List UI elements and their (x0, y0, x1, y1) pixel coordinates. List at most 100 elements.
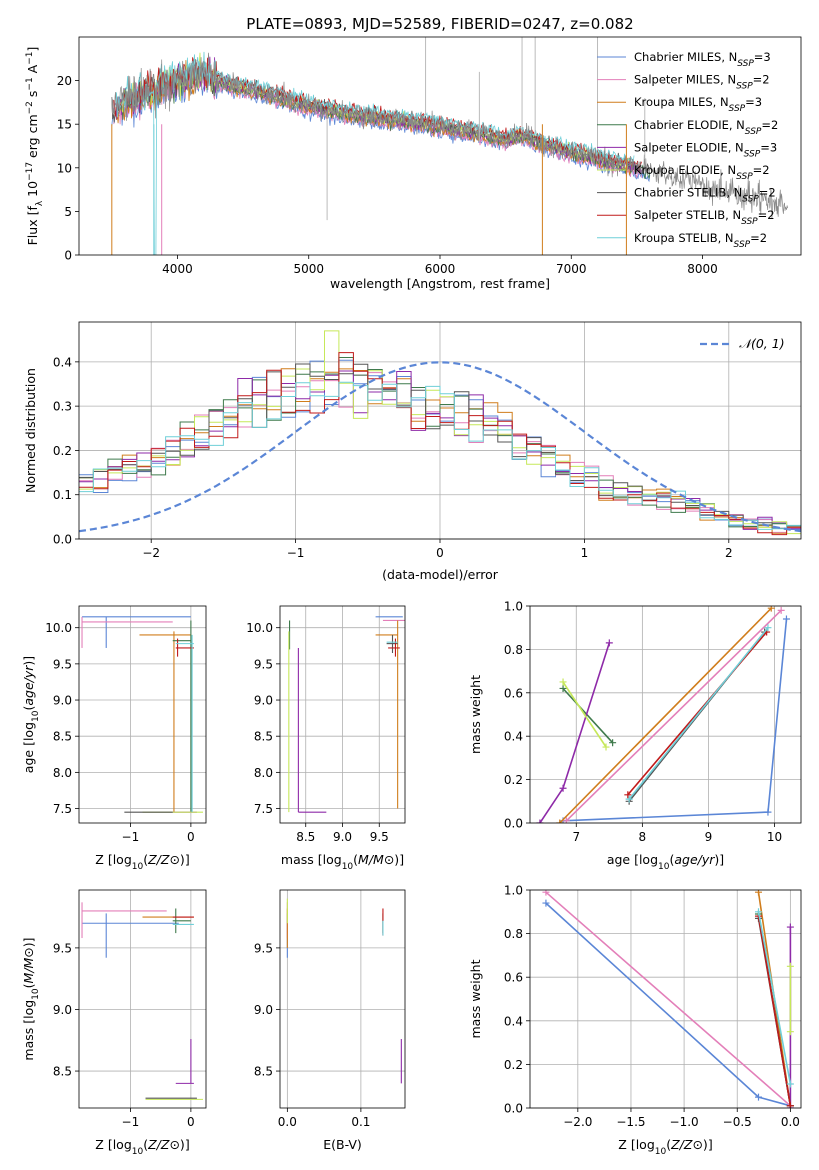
panel-residuals: −2 −1 0 1 2 0.0 0.1 0.2 0.3 0.4 𝒩(0, 1) (data-model… (23, 321, 802, 582)
panel-age_vs_Z: −1 07.58.08.59.09.510.0Z [log10(Z/Z⊙)]age… (21, 605, 207, 872)
axes-frame (279, 889, 406, 1109)
y-tick-label: 7.5 (53, 802, 72, 816)
weight-marker (542, 890, 550, 896)
x-tick-label: 7000 (556, 262, 587, 276)
x-axis-label: Z [log10(Z/Z⊙)] (618, 1137, 712, 1157)
x-tick-label: 4000 (162, 262, 193, 276)
label-part: λ (35, 200, 45, 206)
label-part: −2 (25, 101, 35, 114)
weight-marker (542, 899, 550, 907)
y-tick-label: 10 (57, 161, 72, 175)
panel-spectrum: 4000 5000 6000 7000 8000 0 5 10 15 20 wavelength [… (25, 36, 802, 291)
plot-area-mass_vs_ebv (286, 898, 402, 1084)
weight-marker (602, 743, 610, 751)
x-axis-label: E(B-V) (323, 1137, 362, 1152)
label-part: ) (180, 852, 185, 867)
label-part: wavelength [Angstrom, rest frame] (330, 276, 550, 291)
label-part: log (21, 1000, 36, 1019)
label-part: s (25, 91, 40, 102)
x-tick-label: 0 (187, 830, 195, 844)
y-tick-label: 0.4 (504, 730, 523, 744)
label-part: 10 (658, 862, 670, 872)
label-part: ( (669, 852, 674, 867)
label-part: ) (714, 852, 719, 867)
label-part: ] (21, 937, 36, 942)
axes-frame (78, 605, 207, 824)
label-part: 10 (132, 862, 144, 872)
y-tick-label: 0.2 (53, 444, 72, 458)
label-part: =3 (745, 95, 762, 109)
plot-area-residuals (79, 330, 801, 536)
y-tick-label: 0.0 (504, 817, 523, 831)
y-tick-label: 10.0 (246, 621, 273, 635)
weight-line (757, 916, 792, 1106)
label-part: SSP (737, 59, 754, 69)
x-tick-label: −1 (287, 546, 305, 560)
panel-mass_vs_ebv: 0.0 0.1 8.5 9.0 9.5 E(B-V) (254, 889, 406, 1152)
axes-frame (279, 605, 406, 824)
label-part: =2 (750, 231, 767, 245)
weight-line (628, 627, 769, 800)
weight-line (562, 687, 614, 744)
y-tick-label: 8.0 (254, 766, 273, 780)
weight-marker (777, 606, 785, 614)
normal-curve (79, 361, 801, 533)
observed-spectrum-line (111, 52, 788, 220)
x-tick-label: −1 (122, 1115, 140, 1129)
label-part: ( (21, 706, 36, 711)
weight-marker (764, 624, 772, 632)
axes-frame (529, 605, 802, 824)
weight-line (627, 631, 768, 796)
y-axis-label: Flux [fλ 10−17 erg cm−2 s−1 A−1] (25, 47, 45, 246)
label-part: 10 (342, 862, 354, 872)
y-tick-label: 0.8 (504, 643, 523, 657)
axes-frame (78, 36, 802, 256)
label-part: Salpeter STELIB, N (634, 208, 741, 222)
y-tick-label: 1.0 (504, 600, 523, 614)
axes-frame (78, 889, 207, 1109)
legend-label: Chabrier STELIB, NSSP=2 (634, 186, 776, 205)
y-tick-label: 9.0 (53, 1003, 72, 1017)
y-tick-label: 8.5 (254, 1065, 273, 1079)
y-tick-label: 8.5 (53, 730, 72, 744)
label-part: =2 (753, 163, 770, 177)
x-tick-label: 0 (187, 1115, 195, 1129)
label-part: age [ (21, 741, 36, 773)
label-part: SSP (741, 217, 758, 227)
weight-marker (786, 962, 794, 970)
label-part: (data-model)/error (382, 567, 499, 582)
label-part: mass weight (468, 675, 483, 754)
x-tick-label: 2 (725, 546, 733, 560)
label-part: SSP (736, 82, 753, 92)
x-tick-label: −1 (122, 830, 140, 844)
weight-marker (559, 678, 567, 686)
axes-frame (529, 889, 802, 1109)
plot-area-age_vs_Z (81, 616, 203, 813)
weight-marker (786, 1102, 794, 1108)
weight-line (565, 609, 782, 822)
label-part: ( (353, 852, 358, 867)
label-part: log (21, 722, 36, 741)
label-part: M/M⊙ (21, 947, 36, 983)
label-part: SSP (736, 172, 753, 182)
legend-label: Kroupa MILES, NSSP=3 (634, 95, 762, 114)
y-tick-label: 0.2 (504, 773, 523, 787)
label-part: mass [ (21, 1019, 36, 1061)
plot-area-weight_vs_Z (542, 890, 794, 1108)
x-axis-label: wavelength [Angstrom, rest frame] (330, 276, 550, 291)
y-tick-label: 8.5 (53, 1065, 72, 1079)
label-part: Chabrier ELODIE, N (634, 118, 745, 132)
label-part: ( (143, 852, 148, 867)
y-axis-label: mass weight (468, 959, 483, 1038)
y-axis-label: mass weight (468, 675, 483, 754)
x-axis-label: Z [log10(Z/Z⊙)] (95, 852, 189, 872)
y-tick-label: 9.5 (254, 657, 273, 671)
y-axis-label: age [log10(age/yr)] (21, 656, 41, 773)
weight-line (545, 891, 791, 1107)
x-tick-label: 0 (436, 546, 444, 560)
label-part: log (113, 1137, 132, 1152)
x-axis-label: mass [log10(M/M⊙)] (281, 852, 404, 872)
x-tick-label: 5000 (293, 262, 324, 276)
y-tick-label: 9.0 (254, 694, 273, 708)
